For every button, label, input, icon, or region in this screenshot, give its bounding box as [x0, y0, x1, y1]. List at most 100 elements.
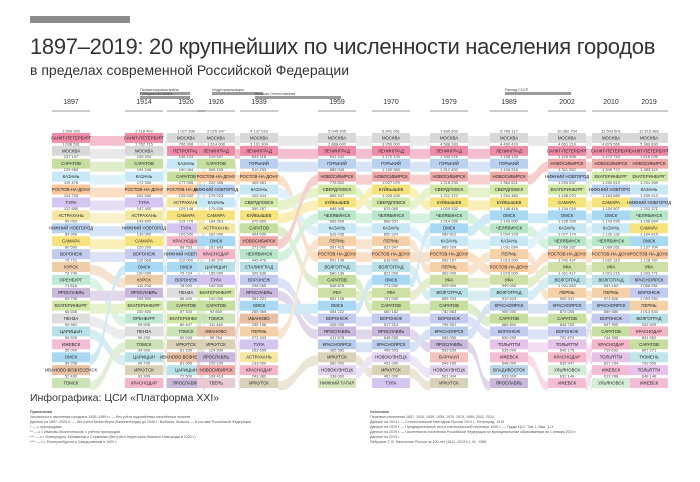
- year-label: 1979: [441, 99, 457, 106]
- period-label: Гражданская война: [140, 92, 172, 96]
- city-cell: [240, 352, 278, 363]
- period-label: Великая Отечественная: [255, 92, 295, 96]
- flow-band: [586, 252, 592, 262]
- population-label: 112 000: [179, 257, 194, 262]
- population-label: 12 615 882: [639, 128, 660, 133]
- flow-band: [235, 226, 240, 314]
- city-cell: [52, 249, 90, 259]
- city-cell: [240, 184, 278, 195]
- population-label: 1 062 319: [602, 257, 621, 262]
- flow-band: [278, 213, 318, 262]
- population-label: 78 000: [180, 283, 193, 288]
- population-label: 162 000: [209, 232, 224, 237]
- city-label: МОСКВА: [135, 148, 153, 153]
- city-cell: [197, 184, 235, 195]
- population-label: 69 735: [65, 296, 78, 301]
- city-cell: [490, 300, 528, 311]
- city-cell: [167, 300, 205, 311]
- city-cell: [52, 313, 90, 324]
- flow-band: [356, 355, 372, 379]
- population-label: 105 500: [137, 296, 152, 301]
- city-label: НОВОКУЗНЕЦК: [375, 355, 407, 360]
- city-label: ОМСК: [65, 355, 78, 360]
- city-cell: [592, 339, 630, 350]
- city-cell: [125, 133, 163, 143]
- city-cell: [318, 249, 356, 259]
- flow-band: [410, 303, 430, 314]
- flow-band: [356, 277, 372, 314]
- city-cell: [318, 145, 356, 156]
- city-label: УФА: [645, 264, 654, 269]
- population-label: 114 300: [209, 348, 224, 353]
- city-cell: [592, 171, 630, 182]
- flow-band: [235, 226, 240, 366]
- city-label: ЕКАТЕРИНБУРГ: [127, 303, 161, 308]
- city-cell: [630, 339, 668, 350]
- city-cell: [125, 171, 163, 182]
- flow-band: [586, 290, 592, 301]
- population-label: 973 826: [604, 296, 619, 301]
- city-label: АСТРАХАНЬ: [173, 200, 199, 205]
- population-label: 3 950 000: [382, 141, 401, 146]
- city-label: РОСТОВ-НА-ДОНУ: [548, 252, 587, 257]
- flow-band: [90, 316, 125, 340]
- population-label: 1 078 000: [500, 270, 519, 275]
- city-cell: [52, 287, 90, 298]
- city-label: ИЖЕВСК: [62, 342, 81, 347]
- population-label: 632 140: [560, 374, 575, 379]
- population-label: 706 908: [179, 141, 194, 146]
- population-label: 1 483 119: [640, 167, 658, 172]
- population-label: 885 045: [330, 167, 345, 172]
- city-label: РОСТОВ-НА-ДОНУ: [630, 252, 669, 257]
- population-label: 912 623: [502, 296, 517, 301]
- population-label: 807 271: [642, 348, 657, 353]
- city-label: ТУЛА: [254, 342, 265, 347]
- flow-band: [90, 200, 125, 211]
- population-label: 1 134 016: [558, 206, 577, 211]
- city-cell: [372, 236, 410, 247]
- population-label: 115 666: [137, 257, 152, 262]
- city-label: ЦАРИЦЫН: [60, 329, 82, 334]
- city-label: НОВОСИБИРСК: [242, 239, 276, 244]
- flow-band: [468, 174, 490, 185]
- city-label: САМАРА: [558, 200, 576, 205]
- year-label: 1897: [63, 99, 79, 106]
- city-cell: [167, 236, 205, 247]
- city-label: ОМСК: [605, 213, 618, 218]
- population-label: 855 703: [442, 296, 457, 301]
- population-label: 561 934: [442, 374, 457, 379]
- flow-band: [235, 290, 240, 366]
- population-label: 635 947: [560, 361, 575, 366]
- flow-band: [410, 277, 430, 301]
- city-label: ГОРЬКИЙ: [327, 161, 347, 166]
- city-cell: [125, 236, 163, 247]
- city-cell: [125, 197, 163, 208]
- period-bar: [505, 92, 571, 95]
- city-label: ЯРОСЛАВЛЬ: [324, 329, 351, 334]
- city-label: МОСКВА: [558, 135, 576, 140]
- population-label: 375 860: [252, 219, 267, 224]
- population-label: 338 000: [330, 374, 345, 379]
- city-label: КАЗАНЬ: [441, 239, 458, 244]
- population-label: 151 500: [137, 193, 152, 198]
- city-cell: [592, 133, 630, 143]
- city-label: НИЖНИЙ НОВГОРОД: [194, 187, 238, 192]
- city-label: НОВОСИБИРСК: [594, 161, 628, 166]
- population-label: 6 941 961: [382, 128, 401, 133]
- city-cell: [318, 171, 356, 182]
- city-label: БАРНАУЛ: [439, 355, 459, 360]
- population-label: 1 154 507: [602, 206, 621, 211]
- population-label: 404 000: [252, 232, 267, 237]
- population-label: 365 582: [330, 348, 345, 353]
- city-cell: [630, 197, 668, 208]
- city-label: ТЮМЕНЬ: [639, 355, 659, 360]
- city-cell: [167, 274, 205, 285]
- city-cell: [52, 236, 90, 247]
- population-label: 646 175: [560, 348, 575, 353]
- population-label: 94 700: [138, 361, 151, 366]
- population-label: 1 143 000: [500, 219, 519, 224]
- city-cell: [318, 133, 356, 143]
- flow-band: [278, 136, 318, 146]
- flow-band: [586, 161, 592, 172]
- city-label: ВОЛГОГРАД: [324, 264, 349, 269]
